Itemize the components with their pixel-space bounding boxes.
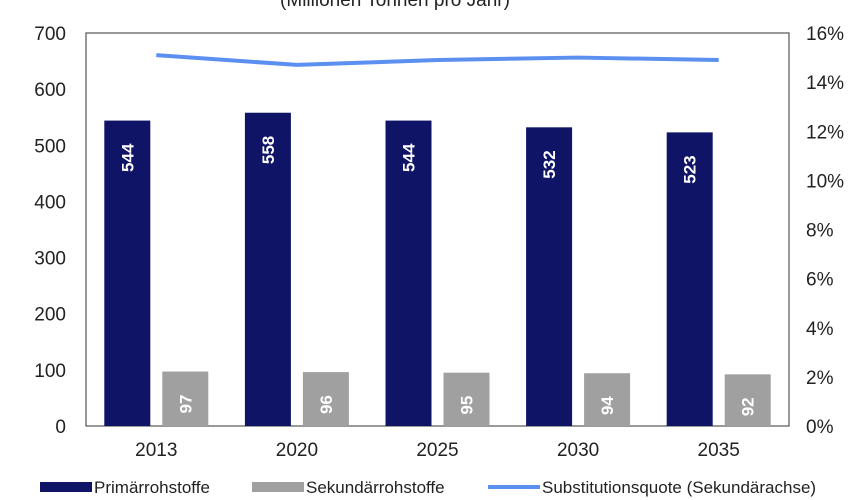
bar-sekundaer: [302, 372, 349, 426]
legend: Primärrohstoffe Sekundärrohstoffe Substitu…: [40, 478, 816, 497]
right-axis-tick-label: 2%: [806, 368, 834, 389]
bar-data-label: 544: [118, 143, 137, 172]
right-axis-tick-label: 14%: [806, 73, 844, 94]
right-axis-tick-label: 0%: [806, 417, 834, 438]
bar-sekundaer: [724, 374, 771, 426]
x-axis-tick-label: 2025: [416, 440, 458, 461]
left-axis-tick-label: 400: [34, 192, 66, 213]
bar-sekundaer: [162, 371, 209, 426]
left-axis-tick-label: 700: [34, 24, 66, 45]
legend-label: Primärrohstoffe: [94, 478, 210, 497]
left-axis-tick-label: 600: [34, 80, 66, 101]
right-axis-ticks: 0% 2% 4% 6% 8% 10% 12% 14% 16%: [806, 24, 844, 438]
x-axis-tick-label: 2020: [276, 440, 318, 461]
bar-data-label: 544: [400, 143, 419, 172]
bar-sekundaer: [584, 373, 631, 426]
left-axis-tick-label: 500: [34, 136, 66, 157]
left-axis-tick-label: 200: [34, 305, 66, 326]
bar-primaer: [526, 127, 573, 426]
chart-title: (Millionen Tonnen pro Jahr): [280, 0, 510, 11]
bar-data-label: 558: [259, 136, 278, 164]
bar-primaer: [666, 132, 713, 426]
line-series-group: [156, 53, 719, 67]
x-axis-tick-label: 2030: [557, 440, 599, 461]
bars-group: [104, 112, 771, 427]
legend-label: Sekundärrohstoffe: [306, 478, 445, 497]
bar-data-label: 92: [739, 397, 758, 416]
line-series-substitutionsquote: [156, 53, 719, 67]
right-axis-tick-label: 12%: [806, 122, 844, 143]
x-axis-tick-label: 2035: [698, 440, 740, 461]
right-axis-tick-label: 4%: [806, 319, 834, 340]
bar-data-label: 94: [598, 396, 617, 415]
bar-data-label: 96: [317, 395, 336, 414]
x-axis-tick-label: 2013: [135, 440, 177, 461]
bar-primaer: [104, 120, 151, 426]
left-axis-tick-label: 100: [34, 361, 66, 382]
bar-primaer: [244, 112, 291, 427]
right-axis-tick-label: 8%: [806, 221, 834, 242]
left-axis-tick-label: 0: [55, 417, 66, 438]
legend-label: Substitutionsquote (Sekundärachse): [542, 478, 816, 497]
legend-swatch-1: [252, 482, 304, 492]
right-axis-tick-label: 10%: [806, 171, 844, 192]
bar-labels-group: 544 97 558 96 544 95 532 94 523 92: [118, 136, 757, 417]
bar-data-label: 95: [458, 396, 477, 415]
legend-swatch-0: [40, 482, 92, 492]
bar-data-label: 523: [681, 155, 700, 183]
plot-area: [85, 32, 790, 427]
bar-data-label: 97: [176, 395, 195, 414]
bar-sekundaer: [443, 372, 490, 426]
bar-data-label: 532: [540, 150, 559, 178]
left-axis-ticks: 0 100 200 300 400 500 600 700: [34, 24, 66, 438]
right-axis-tick-label: 16%: [806, 24, 844, 45]
right-axis-tick-label: 6%: [806, 270, 834, 291]
bar-primaer: [385, 120, 432, 426]
left-axis-tick-label: 300: [34, 249, 66, 270]
x-axis-ticks: 2013 2020 2025 2030 2035: [135, 440, 740, 461]
